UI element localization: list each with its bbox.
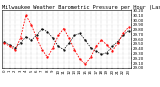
- Text: Milwaukee Weather Barometric Pressure per Hour (Last 24 Hours): Milwaukee Weather Barometric Pressure pe…: [2, 5, 160, 10]
